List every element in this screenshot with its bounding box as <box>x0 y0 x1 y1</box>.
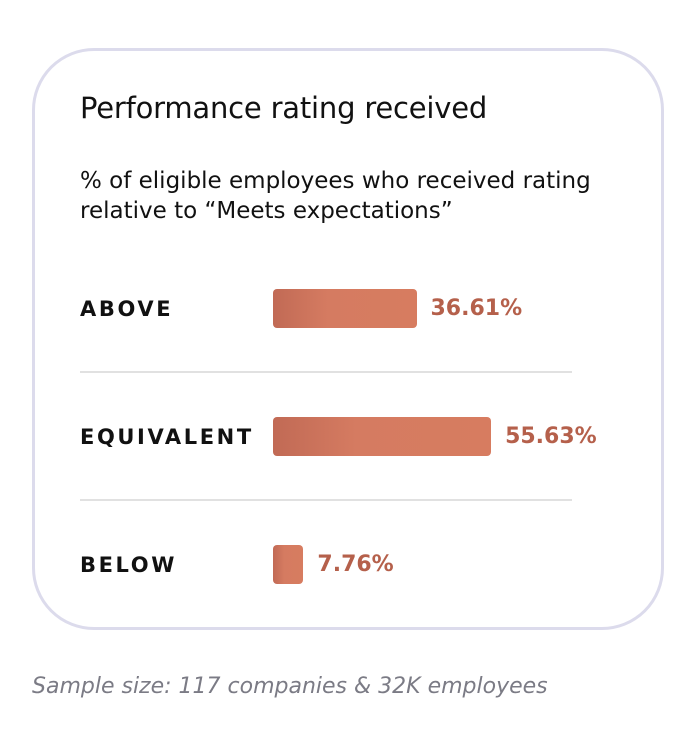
value-label-equivalent: 55.63% <box>505 424 597 449</box>
bar-above <box>273 289 417 328</box>
bar-below <box>273 545 304 584</box>
row-divider-2 <box>80 499 572 501</box>
value-label-above: 36.61% <box>430 296 523 321</box>
row-divider-1 <box>80 371 572 373</box>
value-label-below: 7.76% <box>317 552 394 577</box>
chart-title: Performance rating received <box>80 91 488 125</box>
category-label-above: ABOVE <box>80 297 174 321</box>
sample-size-footnote: Sample size: 117 companies & 32K employe… <box>32 674 548 699</box>
chart-subtitle: % of eligible employees who received rat… <box>80 168 591 224</box>
category-label-below: BELOW <box>80 553 177 577</box>
chart-card <box>32 48 664 630</box>
category-label-equivalent: EQUIVALENT <box>80 425 254 449</box>
bar-equivalent <box>273 417 492 456</box>
